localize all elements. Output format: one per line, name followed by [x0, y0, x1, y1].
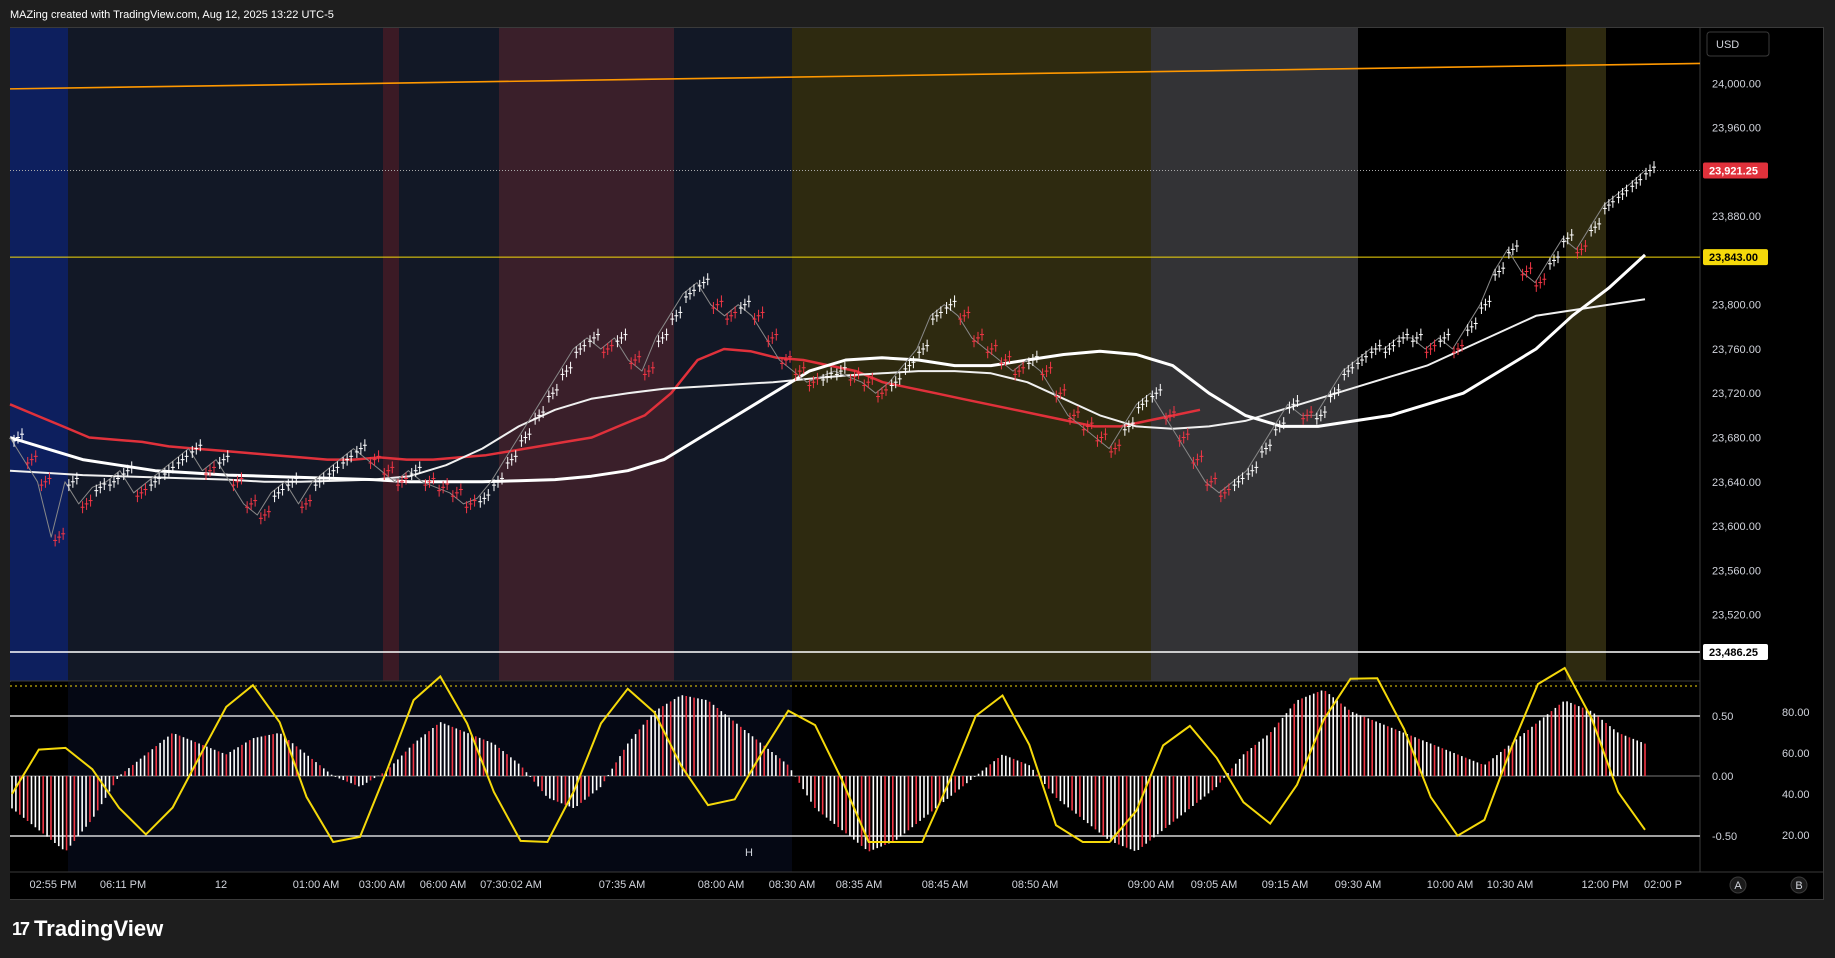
- currency-button-label: USD: [1716, 39, 1739, 51]
- time-tick-label: 12:00 PM: [1581, 879, 1628, 891]
- time-tick-label: 07:35 AM: [599, 879, 645, 891]
- ema-red-line: [9, 347, 1201, 461]
- session-band-dark-3: [674, 28, 792, 681]
- time-axis[interactable]: [10, 872, 1823, 899]
- price-axis[interactable]: [1700, 28, 1775, 872]
- session-band-olive-2: [1566, 28, 1606, 681]
- session-band-black-2: [1606, 28, 1699, 681]
- time-tick-label: 10:30 AM: [1487, 879, 1533, 891]
- axis-toggle-button: [1790, 876, 1808, 894]
- price-label: 23,843.00: [1709, 252, 1758, 264]
- price-tick-label: 23,880.00: [1712, 211, 1761, 223]
- axis-toggle-button: [1729, 876, 1747, 894]
- osc-tick-label: 0.00: [1712, 771, 1733, 783]
- oscillator-layer: [10, 666, 1700, 852]
- osc-marker-label: H: [745, 847, 753, 859]
- price-label-bg: [1703, 249, 1768, 266]
- time-tick-label: 08:45 AM: [922, 879, 968, 891]
- tradingview-logo[interactable]: 17 TradingView: [12, 916, 163, 942]
- time-tick-label: 02:55 PM: [29, 879, 76, 891]
- price-tick-label: 23,720.00: [1712, 388, 1761, 400]
- time-tick-label: 01:00 AM: [293, 879, 339, 891]
- price-label: 23,921.25: [1709, 165, 1758, 177]
- session-band-red: [499, 28, 674, 681]
- time-tick-label: 06:00 AM: [420, 879, 466, 891]
- chart-caption: MAZing created with TradingView.com, Aug…: [10, 9, 334, 21]
- session-band-dark: [68, 28, 383, 681]
- trend-line: [9, 62, 1701, 90]
- session-band-dark-2: [399, 28, 499, 681]
- time-tick-label: 12: [215, 879, 227, 891]
- osc-right-tick-label: 60.00: [1782, 748, 1810, 760]
- time-tick-label: 08:35 AM: [836, 879, 882, 891]
- osc-histogram: [11, 690, 1646, 852]
- osc-right-tick-label: 80.00: [1782, 707, 1810, 719]
- session-band-olive: [792, 28, 1151, 681]
- price-tick-label: 24,000.00: [1712, 78, 1761, 90]
- price-tick-label: 23,680.00: [1712, 433, 1761, 445]
- time-tick-label: 09:00 AM: [1128, 879, 1174, 891]
- price-tick-label: 23,960.00: [1712, 123, 1761, 135]
- osc-right-axis[interactable]: [1775, 28, 1823, 872]
- price-label-bg: [1703, 643, 1768, 660]
- session-bands: [10, 28, 1699, 681]
- price-layer: [9, 62, 1701, 653]
- time-tick-label: 07:30:02 AM: [480, 879, 542, 891]
- time-tick-label: 08:50 AM: [1012, 879, 1058, 891]
- price-label-bg: [1703, 162, 1768, 179]
- session-band-blue: [10, 28, 68, 681]
- axis-toggle-label: B: [1795, 880, 1802, 892]
- time-tick-label: 02:00 P: [1644, 879, 1682, 891]
- price-tick-label: 23,800.00: [1712, 300, 1761, 312]
- price-tick-label: 23,600.00: [1712, 521, 1761, 533]
- price-tick-label: 23,520.00: [1712, 610, 1761, 622]
- time-tick-label: 06:11 PM: [100, 879, 146, 891]
- tradingview-logo-text: TradingView: [34, 916, 164, 941]
- tradingview-logo-mark-icon: 17: [12, 918, 30, 939]
- time-tick-label: 09:30 AM: [1335, 879, 1381, 891]
- price-bars: [12, 161, 1656, 547]
- price-label: 23,486.25: [1709, 647, 1758, 659]
- price-tick-label: 23,760.00: [1712, 344, 1761, 356]
- time-tick-label: 09:05 AM: [1191, 879, 1237, 891]
- oscillator-band-dark: [68, 682, 792, 872]
- axis-layer: 24,000.00 23,960.00 23,880.00 23,800.00 23,7…: [29, 78, 1810, 894]
- price-tick-label: 23,560.00: [1712, 565, 1761, 577]
- ema-white-fast-line: [9, 253, 1647, 484]
- osc-right-tick-label: 20.00: [1782, 830, 1810, 842]
- session-band-grey: [1151, 28, 1358, 681]
- osc-tick-label: -0.50: [1712, 831, 1737, 843]
- price-tick-label: 23,640.00: [1712, 477, 1761, 489]
- time-tick-label: 10:00 AM: [1427, 879, 1473, 891]
- axis-toggle-label: A: [1734, 880, 1742, 892]
- osc-signal-line: [11, 666, 1646, 844]
- session-band-red-thin: [383, 28, 399, 681]
- osc-right-tick-label: 40.00: [1782, 789, 1810, 801]
- session-band-black: [1358, 28, 1566, 681]
- time-tick-label: 03:00 AM: [359, 879, 405, 891]
- time-tick-label: 08:30 AM: [769, 879, 815, 891]
- time-tick-label: 08:00 AM: [698, 879, 744, 891]
- time-tick-label: 09:15 AM: [1262, 879, 1308, 891]
- currency-button[interactable]: USD: [1706, 31, 1770, 57]
- osc-tick-label: 0.50: [1712, 711, 1733, 723]
